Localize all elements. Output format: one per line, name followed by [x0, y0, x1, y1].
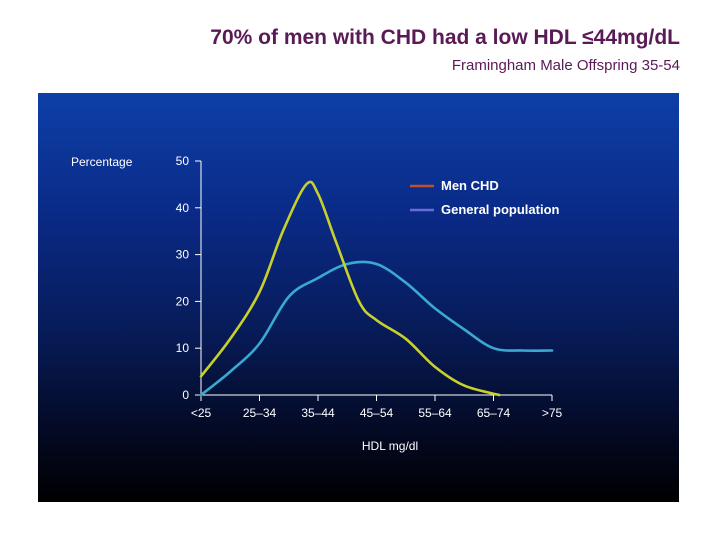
x-tick-label: >75 — [542, 406, 563, 420]
x-tick-label: 35–44 — [301, 406, 335, 420]
y-tick-label: 30 — [176, 248, 190, 262]
legend-label: Men CHD — [441, 178, 499, 193]
y-tick-label: 40 — [176, 201, 190, 215]
y-tick-label: 20 — [176, 294, 190, 308]
page-subtitle: Framingham Male Offspring 35-54 — [451, 57, 680, 74]
line-chart: 0 10 20 30 40 50 <25 25–34 35–44 45–54 55–64 65–74 >… — [71, 154, 563, 453]
y-tick-label: 50 — [176, 154, 190, 168]
y-axis-title: Percentage — [71, 155, 133, 169]
legend-label: General population — [441, 202, 560, 217]
series-line-general-population — [199, 260, 554, 397]
x-tick-label: <25 — [191, 406, 212, 420]
x-tick-label: 25–34 — [243, 406, 277, 420]
x-tick-label: 55–64 — [418, 406, 452, 420]
series-line-men-chd — [199, 180, 501, 397]
y-tick-label: 0 — [182, 388, 189, 402]
page-title: 70% of men with CHD had a low HDL ≤44mg/… — [210, 26, 680, 49]
x-axis-title: HDL mg/dl — [362, 439, 418, 453]
x-tick-label: 65–74 — [477, 406, 511, 420]
chart-panel: 0 10 20 30 40 50 <25 25–34 35–44 45–54 55–64 65–74 >… — [38, 93, 679, 502]
x-tick-label: 45–54 — [360, 406, 394, 420]
y-tick-label: 10 — [176, 341, 190, 355]
